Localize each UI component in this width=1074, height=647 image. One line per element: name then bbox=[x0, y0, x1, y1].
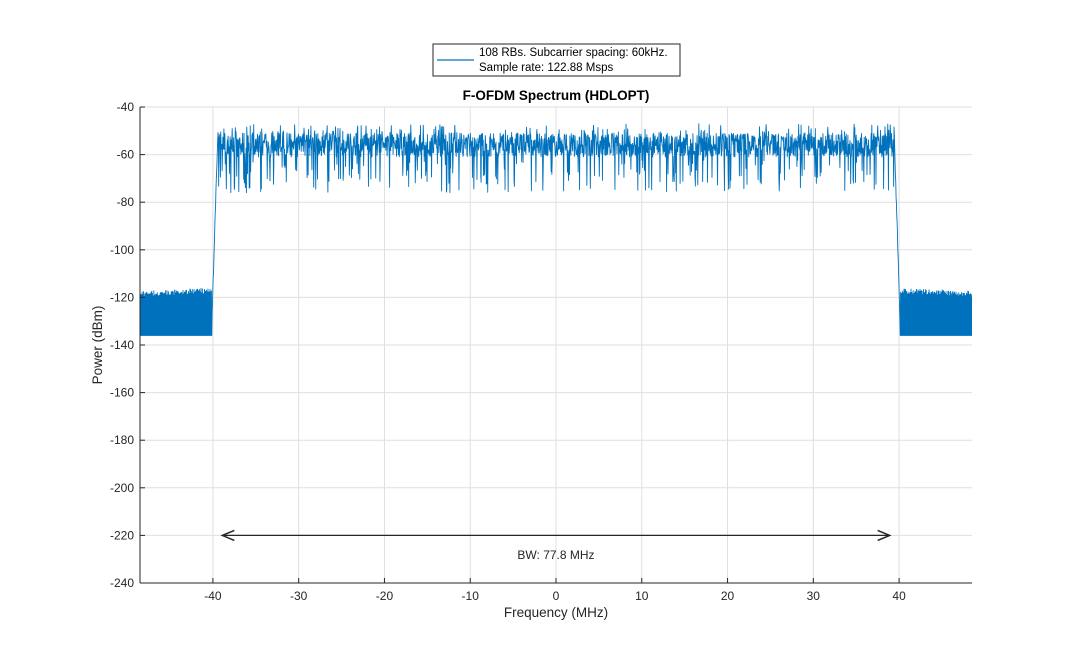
x-tick-label: 10 bbox=[635, 589, 649, 603]
bandwidth-arrow-head-right bbox=[877, 529, 892, 542]
x-tick-label: 20 bbox=[721, 589, 735, 603]
bandwidth-arrow-head-left bbox=[220, 529, 235, 542]
y-tick-label: -100 bbox=[110, 243, 134, 257]
y-tick-label: -240 bbox=[110, 576, 134, 590]
annotations: BW: 77.8 MHz bbox=[220, 529, 892, 562]
x-tick-label: -30 bbox=[290, 589, 308, 603]
x-tick-label: -10 bbox=[462, 589, 480, 603]
series-line bbox=[140, 123, 972, 336]
x-tick-label: 0 bbox=[553, 589, 560, 603]
y-tick-label: -200 bbox=[110, 481, 134, 495]
y-tick-label: -140 bbox=[110, 338, 134, 352]
y-tick-label: -40 bbox=[117, 100, 135, 114]
chart-title: F-OFDM Spectrum (HDLOPT) bbox=[463, 88, 650, 103]
x-tick-label: -40 bbox=[204, 589, 222, 603]
legend: 108 RBs. Subcarrier spacing: 60kHz. Samp… bbox=[432, 43, 681, 77]
y-axis-label: Power (dBm) bbox=[90, 306, 105, 385]
y-tick-label: -120 bbox=[110, 290, 134, 304]
legend-box bbox=[432, 43, 681, 77]
bandwidth-label: BW: 77.8 MHz bbox=[517, 548, 594, 562]
y-tick-label: -220 bbox=[110, 528, 134, 542]
y-tick-label: -160 bbox=[110, 386, 134, 400]
y-tick-label: -80 bbox=[117, 195, 135, 209]
legend-entry-line-1: 108 RBs. Subcarrier spacing: 60kHz. bbox=[479, 47, 668, 59]
x-tick-label: 40 bbox=[892, 589, 906, 603]
legend-entry-line-2: Sample rate: 122.88 Msps bbox=[479, 62, 613, 74]
x-axis-label: Frequency (MHz) bbox=[504, 605, 608, 620]
y-tick-label: -180 bbox=[110, 433, 134, 447]
x-tick-label: 30 bbox=[807, 589, 821, 603]
x-tick-label: -20 bbox=[376, 589, 394, 603]
data-layer bbox=[140, 123, 972, 336]
axes: -40 -30 -20 -10 0 10 20 30 40-40-60-80-100-120-1… bbox=[110, 100, 972, 603]
y-tick-label: -60 bbox=[117, 148, 135, 162]
